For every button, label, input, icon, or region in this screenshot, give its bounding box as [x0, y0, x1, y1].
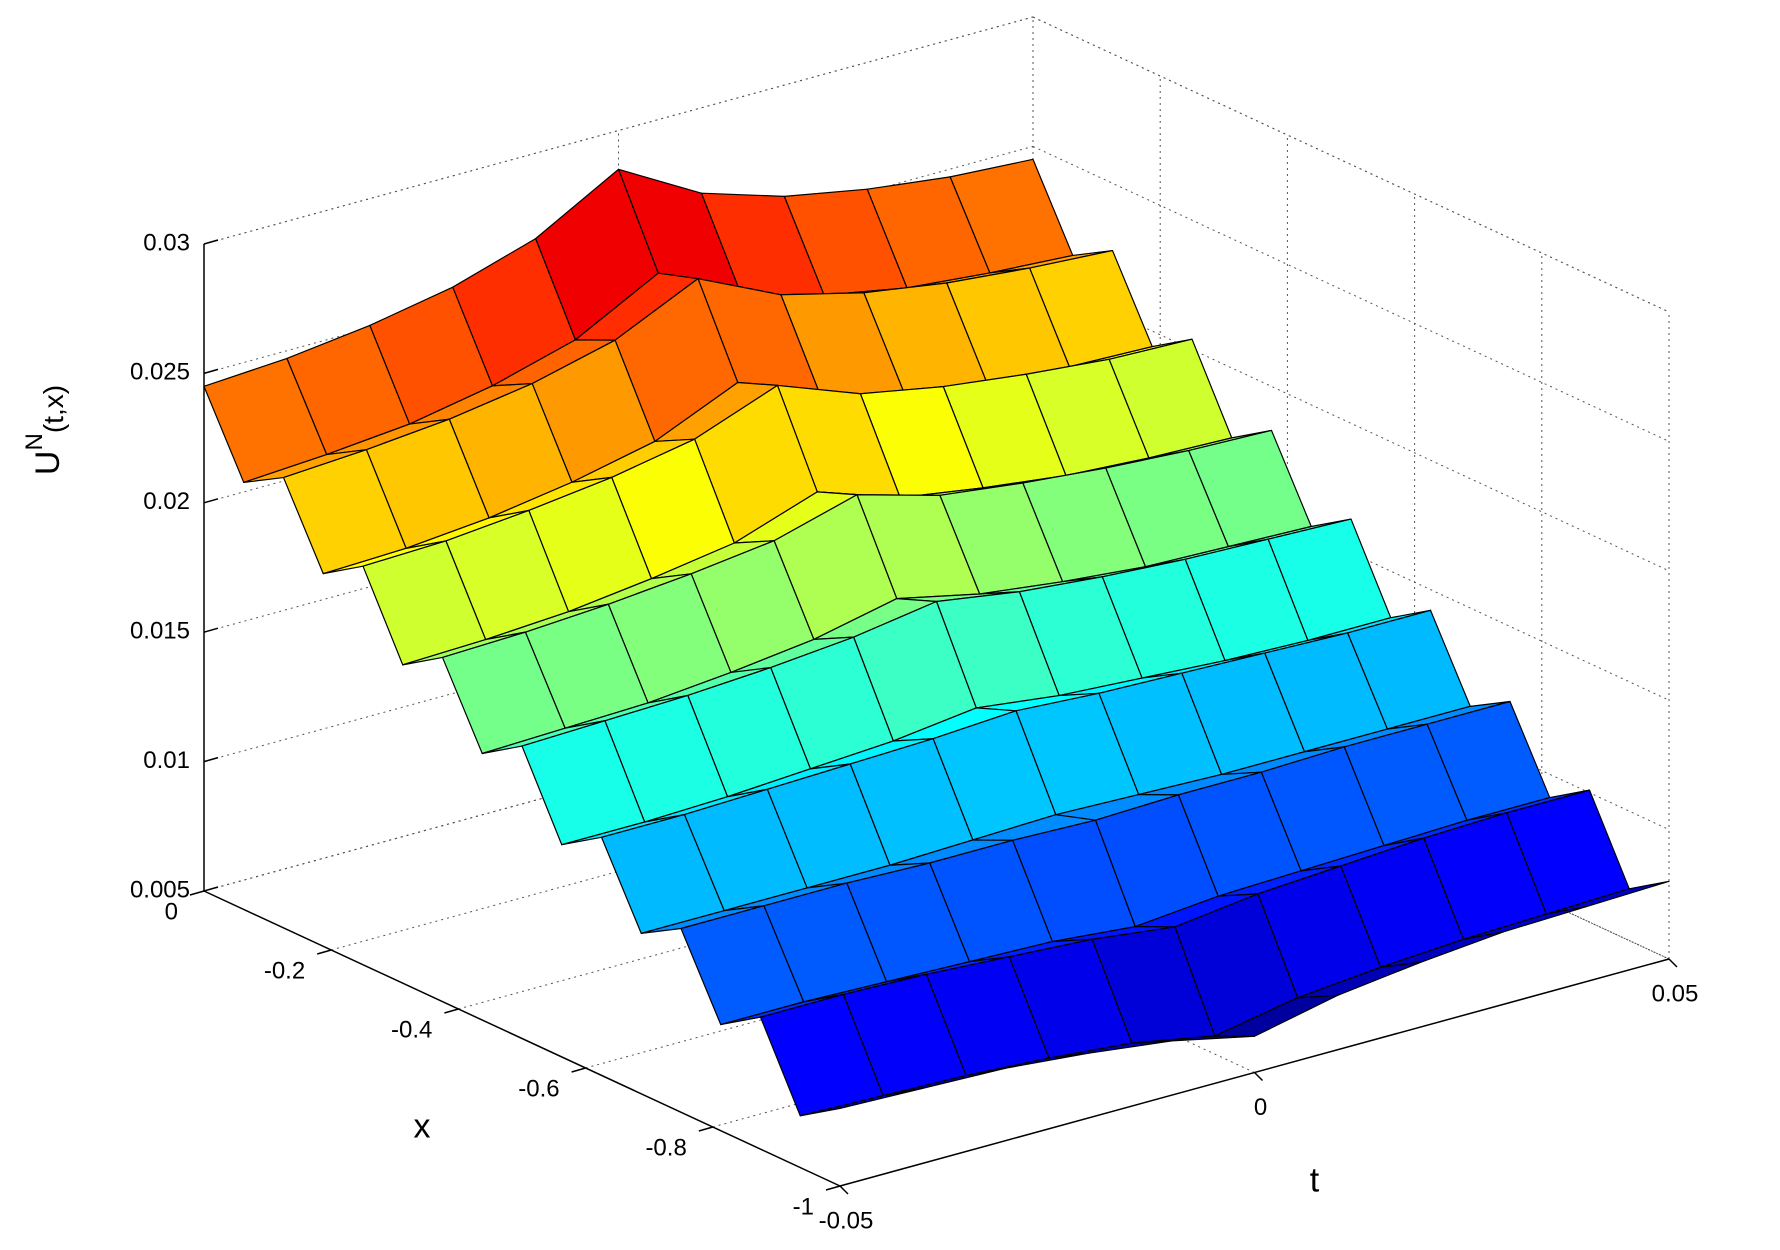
x-tick-label: 0	[165, 898, 178, 925]
x-tick	[571, 1067, 586, 1073]
x-tick	[189, 890, 205, 896]
z-tick	[203, 886, 219, 892]
x-tick-label: -0.6	[518, 1075, 559, 1102]
x-tick-label: -1	[793, 1193, 814, 1220]
t-tick-label: 0	[1254, 1094, 1267, 1121]
x-tick-label: -0.2	[264, 957, 305, 984]
z-axis-label: UN(t,x)	[21, 385, 69, 475]
x-tick-label: -0.4	[391, 1016, 432, 1043]
z-tick	[203, 756, 219, 763]
z-tick-label: 0.01	[143, 747, 190, 774]
t-tick-label: 0.05	[1652, 980, 1699, 1007]
x-tick	[444, 1008, 459, 1014]
t-tick	[1668, 958, 1678, 968]
z-tick-label: 0.005	[130, 876, 190, 903]
x-axis	[203, 890, 841, 1187]
z-label-sup: N	[21, 433, 48, 450]
z-tick	[203, 368, 219, 375]
t-tick	[839, 1185, 849, 1195]
z-tick	[203, 498, 219, 504]
x-axis-label: x	[414, 1107, 431, 1145]
t-axis-label: t	[1310, 1161, 1320, 1199]
z-label-sub: (t,x)	[38, 385, 69, 433]
z-tick	[203, 239, 219, 245]
grid-line	[1032, 16, 1670, 313]
z-tick-label: 0.03	[143, 229, 190, 256]
surface-patch	[799, 1087, 924, 1117]
x-tick-label: -0.8	[645, 1134, 686, 1161]
z-tick-label: 0.015	[130, 618, 190, 645]
z-tick-label: 0.02	[143, 488, 190, 515]
x-tick	[825, 1185, 841, 1191]
x-tick	[698, 1126, 714, 1132]
t-tick	[1253, 1071, 1264, 1082]
z-label-base: U	[29, 451, 67, 476]
x-tick	[316, 949, 332, 955]
z-tick	[203, 627, 219, 633]
z-tick-label: 0.025	[130, 359, 190, 386]
t-tick-label: -0.05	[819, 1207, 874, 1234]
